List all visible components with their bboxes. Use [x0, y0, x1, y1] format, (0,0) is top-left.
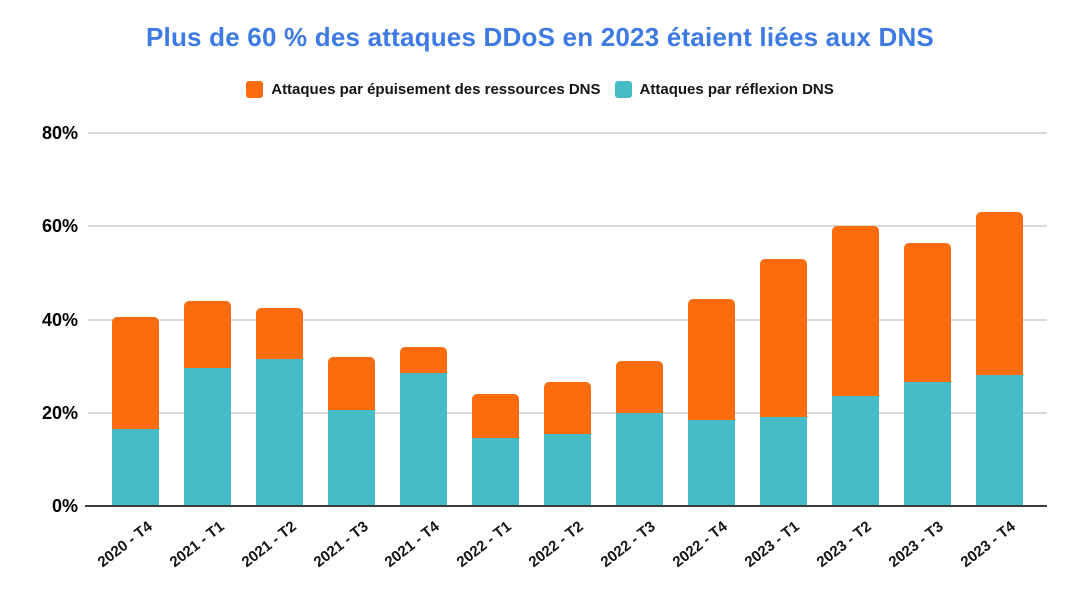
bar-2021-t4: [388, 133, 460, 506]
y-axis-label-20: 20%: [41, 402, 78, 423]
x-axis-label-2021-t3: 2021 - T3: [310, 518, 372, 571]
bar-2022-t2: [532, 133, 604, 506]
legend-label-epuisement: Attaques par épuisement des ressources D…: [271, 81, 601, 98]
bar-2020-t4-epuisement-segment: [112, 317, 160, 430]
bar-2023-t1: [747, 133, 819, 506]
bar-2022-t1: [460, 133, 532, 506]
x-axis-label-2021-t1: 2021 - T1: [166, 518, 228, 571]
legend: Attaques par épuisement des ressources D…: [0, 81, 1080, 98]
legend-item-epuisement: Attaques par épuisement des ressources D…: [246, 81, 601, 98]
legend-label-reflexion: Attaques par réflexion DNS: [639, 81, 834, 98]
gridline-60: [88, 225, 1047, 228]
bar-2021-t1-epuisement-segment: [184, 300, 232, 369]
x-axis-label-2022-t2: 2022 - T2: [525, 518, 587, 571]
bar-2020-t4-reflexion-segment: [112, 429, 160, 506]
bar-2021-t3-reflexion-segment: [328, 410, 376, 506]
bar-2023-t4-epuisement-segment: [975, 212, 1023, 376]
x-axis-label-2023-t2: 2023 - T2: [813, 518, 875, 571]
bar-2022-t3-reflexion-segment: [615, 412, 663, 506]
y-axis-label-40: 40%: [41, 309, 78, 330]
bar-2022-t1-epuisement-segment: [472, 394, 520, 439]
gridline-40: [88, 318, 1047, 321]
bar-2023-t2-epuisement-segment: [831, 226, 879, 397]
bar-2023-t3-epuisement-segment: [903, 242, 951, 383]
x-axis-label-2022-t1: 2022 - T1: [453, 518, 516, 571]
x-axis-label-2023-t1: 2023 - T1: [741, 518, 803, 571]
legend-item-reflexion: Attaques par réflexion DNS: [614, 81, 834, 98]
bar-2022-t2-epuisement-segment: [543, 382, 591, 434]
plot-area: 0% 20% 40% 60% 80% 2020 - T4 2021 - T1 2021 - …: [42, 123, 1047, 571]
bar-2023-t4: [963, 133, 1035, 506]
bar-2021-t1: [172, 133, 244, 506]
x-axis-label-2020-t4: 2020 - T4: [94, 518, 156, 571]
bar-2023-t2: [819, 133, 891, 506]
bar-2023-t1-reflexion-segment: [759, 417, 807, 506]
bar-2021-t3-epuisement-segment: [328, 356, 376, 411]
bar-2021-t3: [316, 133, 388, 506]
bar-2022-t1-reflexion-segment: [472, 438, 520, 506]
bar-2023-t2-reflexion-segment: [831, 396, 879, 506]
bar-2021-t2-reflexion-segment: [256, 359, 304, 506]
bar-2020-t4: [100, 133, 172, 506]
legend-swatch-reflexion: [614, 81, 632, 98]
bar-2023-t1-epuisement-segment: [759, 258, 807, 418]
bar-2022-t4: [675, 133, 747, 506]
x-axis-label-2022-t3: 2022 - T3: [597, 518, 659, 571]
bar-2022-t3: [603, 133, 675, 506]
bar-2021-t4-epuisement-segment: [400, 347, 448, 374]
x-axis-label-2021-t4: 2021 - T4: [382, 518, 444, 571]
gridline-80: [88, 132, 1047, 134]
bar-2021-t2-epuisement-segment: [256, 307, 304, 360]
chart-title: Plus de 60 % des attaques DDoS en 2023 é…: [146, 22, 934, 52]
y-axis-label-80: 80%: [41, 123, 78, 143]
y-axis-label-60: 60%: [41, 216, 78, 237]
bar-2021-t2: [244, 133, 316, 506]
bar-2021-t4-reflexion-segment: [400, 373, 448, 506]
x-axis-line: [85, 505, 1047, 507]
x-axis-label-2023-t4: 2023 - T4: [957, 518, 1019, 571]
x-axis-label-2022-t4: 2022 - T4: [669, 518, 731, 571]
bar-2022-t3-epuisement-segment: [615, 361, 663, 413]
bar-2022-t4-reflexion-segment: [687, 419, 735, 506]
bar-2023-t3-reflexion-segment: [903, 382, 951, 506]
bar-2022-t4-epuisement-segment: [687, 298, 735, 420]
bar-series: [88, 133, 1047, 506]
x-axis-label-2023-t3: 2023 - T3: [885, 518, 947, 571]
bar-2021-t1-reflexion-segment: [184, 368, 232, 506]
legend-swatch-epuisement: [246, 81, 264, 98]
bar-2023-t3: [891, 133, 963, 506]
y-axis-label-0: 0%: [51, 496, 78, 516]
x-axis-label-2021-t2: 2021 - T2: [238, 518, 300, 571]
bar-2023-t4-reflexion-segment: [975, 375, 1023, 506]
bar-2022-t2-reflexion-segment: [543, 433, 591, 506]
